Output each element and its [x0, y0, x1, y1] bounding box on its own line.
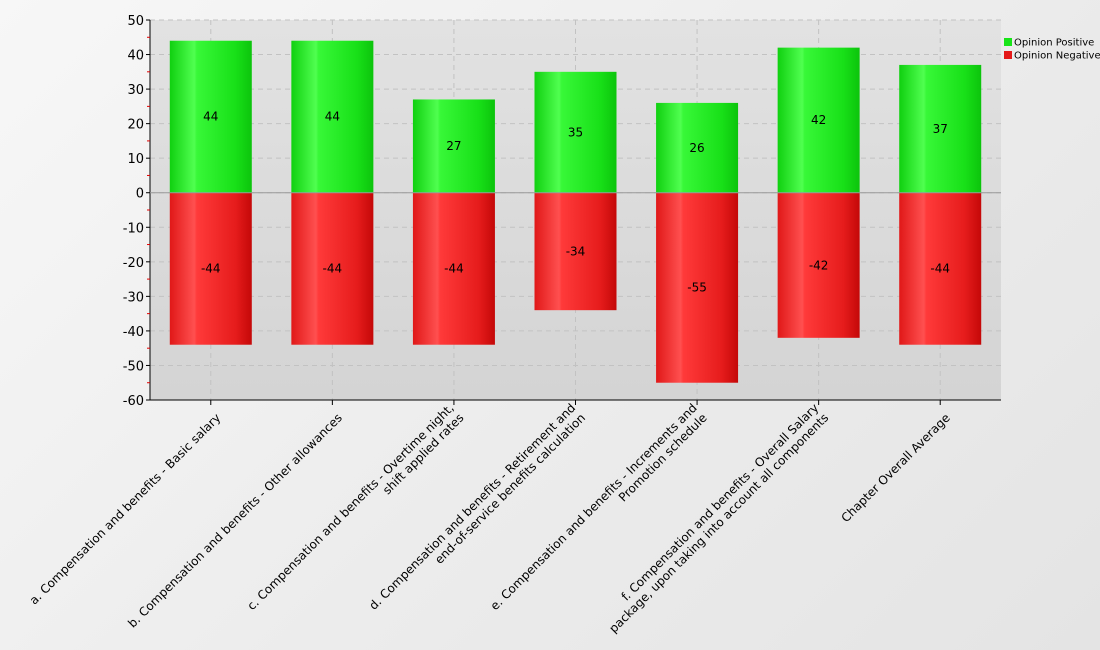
bar-negative [291, 192, 374, 345]
category-label: b. Compensation and benefits - Other all… [125, 411, 345, 631]
y-tick-label: -40 [123, 325, 144, 340]
data-label: -34 [566, 244, 586, 258]
legend-label: Opinion Negative [1014, 51, 1100, 62]
category-label-line: Chapter Overall Average [838, 411, 952, 525]
axes [146, 19, 1001, 405]
data-label: -44 [930, 262, 950, 276]
bar-positive [169, 40, 252, 193]
category-label-line: package, upon taking into account all co… [606, 411, 831, 636]
data-label: -44 [444, 262, 464, 276]
category-label-line: c. Compensation and benefits - Overtime … [245, 401, 457, 613]
y-tick-label: 20 [127, 118, 144, 133]
category-label: f. Compensation and benefits - Overall S… [606, 401, 831, 636]
bar-positive [534, 71, 617, 193]
data-label: -55 [687, 281, 707, 295]
bar-negative [899, 192, 982, 345]
data-label: 44 [325, 110, 340, 124]
data-label: 26 [689, 141, 704, 155]
bar-positive [291, 40, 374, 193]
data-label: 44 [203, 110, 218, 124]
category-label: c. Compensation and benefits - Overtime … [245, 401, 467, 613]
legend-swatch [1004, 51, 1012, 59]
category-label-line: b. Compensation and benefits - Other all… [125, 411, 345, 631]
legend-swatch [1004, 38, 1012, 46]
bar-positive [899, 64, 982, 193]
y-tick-label: 40 [127, 49, 144, 64]
bar-positive [656, 102, 739, 193]
data-label: -44 [323, 262, 343, 276]
legend: Opinion Positive Opinion Negative [1004, 38, 1100, 62]
y-tick-label: -10 [123, 221, 144, 236]
data-label: 37 [933, 122, 948, 136]
category-label: a. Compensation and benefits - Basic sal… [27, 411, 224, 608]
y-tick-label: -30 [123, 290, 144, 305]
y-tick-label: 50 [127, 14, 144, 29]
data-label: 42 [811, 113, 826, 127]
bar-positive [777, 47, 860, 193]
bars [169, 40, 982, 383]
bar-negative [777, 192, 860, 338]
bar-negative [412, 192, 495, 345]
data-label: -42 [809, 258, 829, 272]
category-label: Chapter Overall Average [838, 411, 952, 525]
data-label: 35 [568, 125, 583, 139]
y-tick-label: -20 [123, 256, 144, 271]
y-tick-label: -50 [123, 359, 144, 374]
category-label: e. Compensation and benefits - Increment… [488, 401, 710, 613]
category-label-line: Promotion schedule [616, 411, 710, 505]
y-tick-label: -60 [123, 394, 144, 409]
y-tick-label: 10 [127, 152, 144, 167]
category-label-line: f. Compensation and benefits - Overall S… [619, 401, 822, 604]
bar-negative [534, 192, 617, 311]
data-label: 27 [446, 139, 461, 153]
y-tick-label: 0 [136, 187, 144, 202]
category-label-line: a. Compensation and benefits - Basic sal… [27, 411, 224, 608]
category-label: d. Compensation and benefits - Retiremen… [366, 401, 588, 613]
category-label-line: d. Compensation and benefits - Retiremen… [366, 401, 578, 613]
bar-negative [169, 192, 252, 345]
legend-label: Opinion Positive [1014, 38, 1094, 49]
y-tick-label: 30 [127, 83, 144, 98]
data-label: -44 [201, 262, 221, 276]
bar-negative [656, 192, 739, 383]
bar-positive [412, 99, 495, 193]
